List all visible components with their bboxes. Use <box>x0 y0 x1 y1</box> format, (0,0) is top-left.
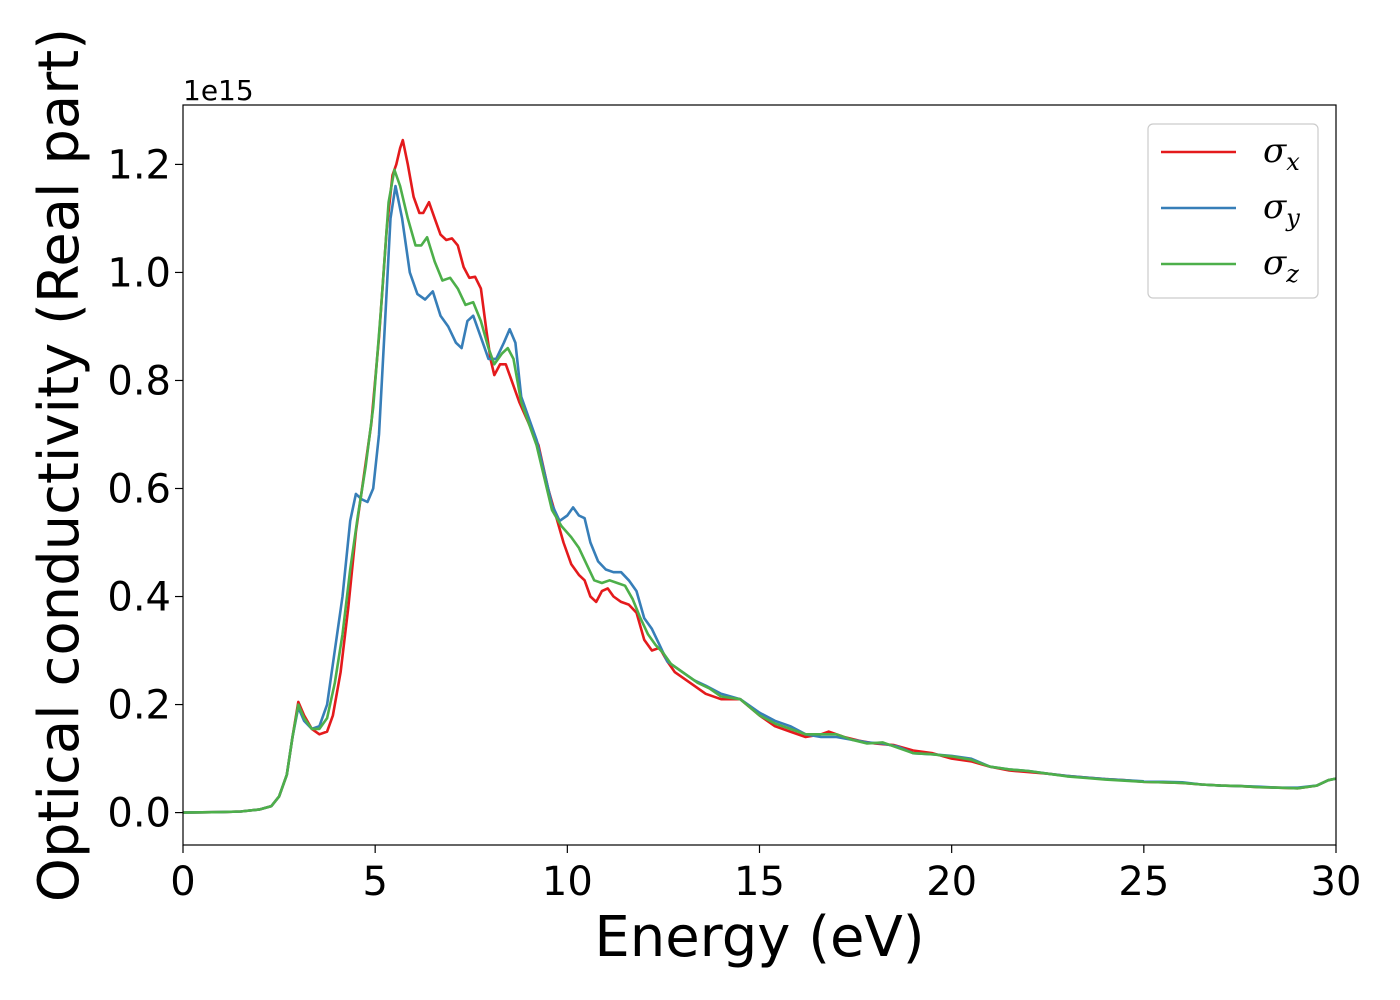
legend-label-z: σz <box>1263 243 1299 288</box>
y-tick-label: 0.4 <box>107 575 171 621</box>
x-axis-title: Energy (eV) <box>594 905 924 970</box>
series-line-z <box>183 168 1336 814</box>
x-tick-label: 10 <box>542 859 593 905</box>
y-axis: 0.0 0.2 0.4 0.6 0.8 1.0 1.2 <box>107 142 183 837</box>
legend-box <box>1147 123 1319 299</box>
y-tick-label: 0.0 <box>107 791 171 837</box>
x-tick-label: 25 <box>1118 859 1169 905</box>
y-tick-label: 0.6 <box>107 467 171 513</box>
legend-label-y: σy <box>1263 187 1300 232</box>
y-tick-label: 1.2 <box>107 142 171 188</box>
x-tick-label: 5 <box>362 859 387 905</box>
y-axis-title: Optical conductivity (Real part) <box>27 28 92 902</box>
x-tick-label: 0 <box>170 859 195 905</box>
y-offset-label: 1e15 <box>183 74 254 107</box>
x-tick-label: 15 <box>734 859 785 905</box>
series-lines <box>183 138 1336 814</box>
y-tick-label: 1.0 <box>107 250 171 296</box>
x-tick-label: 30 <box>1311 859 1362 905</box>
legend-label-x: σx <box>1263 131 1300 176</box>
legend: σx σy σz <box>1147 123 1319 299</box>
x-axis: 0 5 10 15 20 25 30 <box>170 845 1361 905</box>
x-tick-label: 20 <box>926 859 977 905</box>
y-tick-label: 0.2 <box>107 683 171 729</box>
y-tick-label: 0.8 <box>107 358 171 404</box>
